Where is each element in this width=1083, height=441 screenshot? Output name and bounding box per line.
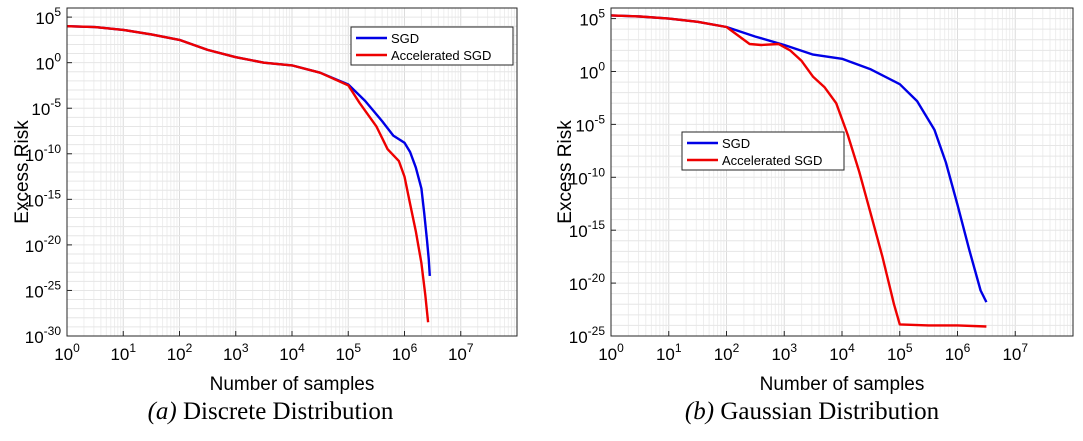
series-line-accelerated-sgd <box>611 14 987 328</box>
x-tick-label: 102 <box>714 341 740 364</box>
y-tick-label: 100 <box>579 59 605 82</box>
y-tick-label: 10-5 <box>575 112 605 135</box>
legend-label: SGD <box>391 31 419 46</box>
y-tick-label: 10-20 <box>569 271 606 294</box>
caption-a-tag: (a) <box>147 398 177 425</box>
x-tick-label: 107 <box>448 341 474 364</box>
x-tick-label: 107 <box>1002 341 1028 364</box>
x-tick-label: 106 <box>392 341 418 364</box>
x-tick-label: 100 <box>54 341 80 364</box>
x-tick-label: 104 <box>279 341 305 364</box>
x-tick-label: 105 <box>335 341 361 364</box>
y-tick-label: 10-5 <box>31 96 61 119</box>
x-axis-title: Number of samples <box>210 374 375 395</box>
legend-label: Accelerated SGD <box>391 48 491 63</box>
tick-marks <box>66 16 462 337</box>
x-tick-label: 103 <box>223 341 249 364</box>
x-tick-label: 101 <box>110 341 136 364</box>
tick-marks <box>610 18 1016 337</box>
caption-a: (a) Discrete Distribution <box>0 398 541 426</box>
chart-b: 100 101 102 103 104 105 106 10710510010-510-101… <box>555 7 1074 395</box>
x-tick-label: 100 <box>598 341 624 364</box>
y-tick-label: 105 <box>579 7 605 30</box>
caption-b-text: Gaussian Distribution <box>720 398 940 425</box>
legend-box <box>350 26 514 66</box>
caption-b-tag: (b) <box>684 398 715 425</box>
x-tick-label: 104 <box>829 341 855 364</box>
legend: SGD Accelerated SGD <box>350 26 514 66</box>
legend-label: Accelerated SGD <box>722 153 822 168</box>
x-tick-label: 105 <box>887 341 913 364</box>
y-tick-label: 100 <box>35 51 61 74</box>
legend-box <box>681 131 845 171</box>
series-line-accelerated-sgd <box>67 25 430 323</box>
x-axis-title: Number of samples <box>760 374 925 395</box>
y-tick-label: 10-20 <box>25 233 62 256</box>
x-tick-label: 106 <box>945 341 971 364</box>
y-tick-label: 10-25 <box>25 278 62 301</box>
y-axis-title: Excess Risk <box>555 120 576 224</box>
caption-b: (b) Gaussian Distribution <box>541 398 1083 426</box>
caption-a-text: Discrete Distribution <box>183 398 394 425</box>
panel-b: 100 101 102 103 104 105 106 107 105 100 10-5 10-10 1… <box>541 0 1083 441</box>
y-tick-label: 105 <box>35 5 61 28</box>
x-tick-label: 101 <box>656 341 682 364</box>
y-axis-title: Excess Risk <box>12 120 33 224</box>
y-tick-label: 10-30 <box>25 324 62 347</box>
x-tick-label: 103 <box>771 341 797 364</box>
chart-a: 100 101 102 103 104 105 106 10710510010-510-101… <box>12 5 518 395</box>
legend: SGD Accelerated SGD <box>681 131 845 171</box>
legend-label: SGD <box>722 136 750 151</box>
panel-a: 100 101 102 103 104 105 106 107 105 100 10-5 10-10 1… <box>0 0 541 441</box>
x-tick-label: 102 <box>167 341 193 364</box>
y-tick-label: 10-25 <box>569 324 606 347</box>
